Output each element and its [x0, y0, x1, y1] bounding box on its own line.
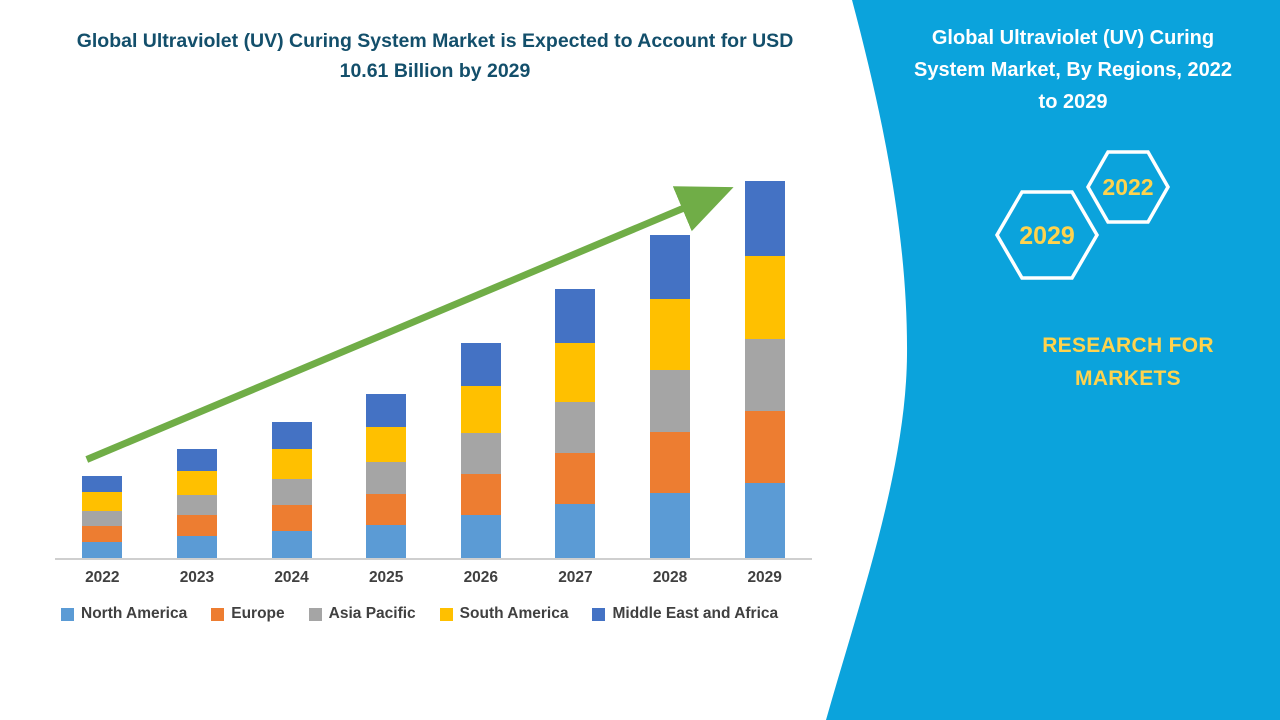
- legend-item-europe: Europe: [211, 605, 285, 623]
- legend-swatch-middle-east-and-africa: [592, 607, 606, 621]
- bar-column-2022: [55, 170, 150, 558]
- segment-2029-middle-east-and-africa: [744, 181, 785, 257]
- segment-2022-europe: [82, 526, 123, 542]
- segment-2023-europe: [176, 515, 217, 536]
- segment-2022-south-america: [82, 492, 123, 511]
- segment-2022-asia-pacific: [82, 510, 123, 527]
- legend-swatch-asia-pacific: [308, 607, 322, 621]
- x-label-2025: 2025: [368, 569, 404, 586]
- segment-2023-north-america: [176, 536, 217, 558]
- hexagon-2022-label: 2022: [1102, 174, 1153, 200]
- legend-label-middle-east-and-africa: Middle East and Africa: [612, 605, 779, 622]
- segment-2025-north-america: [366, 525, 407, 558]
- segment-2024-asia-pacific: [271, 478, 312, 505]
- stacked-bar-chart: 2022 2023 2024 2025 2026 2027 2028 2029 North A…: [55, 170, 812, 623]
- legend-swatch-north-america: [61, 607, 74, 621]
- legend-item-north-america: North America: [61, 605, 187, 623]
- legend-item-middle-east-and-africa: Middle East and Africa: [592, 605, 778, 623]
- x-label-2027: 2027: [558, 569, 593, 586]
- x-label-2029: 2029: [747, 569, 782, 586]
- segment-2023-asia-pacific: [176, 494, 217, 516]
- segment-2022-north-america: [82, 541, 123, 558]
- x-label-2023: 2023: [179, 569, 215, 586]
- segment-2024-europe: [271, 504, 312, 531]
- legend: North America Europe Asia Pacific South Ame…: [55, 605, 812, 623]
- legend-label-north-america: North America: [81, 605, 188, 622]
- segment-2029-south-america: [744, 256, 785, 340]
- segment-2022-middle-east-and-africa: [82, 476, 123, 493]
- segment-2029-europe: [744, 410, 785, 483]
- segment-2026-north-america: [460, 514, 501, 558]
- segment-2026-europe: [460, 473, 501, 515]
- hexagon-2022-icon: [1085, 150, 1171, 224]
- bar-column-2029: [717, 170, 812, 558]
- bar-2029: [744, 181, 785, 558]
- x-axis-labels: 2022 2023 2024 2025 2026 2027 2028 2029: [55, 569, 812, 587]
- segment-2025-asia-pacific: [366, 462, 407, 494]
- panel-shape: [826, 0, 1280, 720]
- segment-2028-north-america: [650, 493, 691, 558]
- segment-2029-north-america: [744, 482, 785, 558]
- legend-label-europe: Europe: [231, 605, 285, 622]
- x-label-2026: 2026: [463, 569, 499, 586]
- segment-2024-north-america: [271, 530, 312, 558]
- legend-swatch-europe: [211, 607, 225, 621]
- segment-2025-europe: [366, 493, 407, 525]
- panel-heading: Global Ultraviolet (UV) Curing System Ma…: [914, 27, 1232, 113]
- legend-label-south-america: South America: [459, 605, 569, 622]
- hexagon-2029-icon: [994, 190, 1100, 280]
- hexagon-2029-label: 2029: [1019, 222, 1075, 250]
- legend-swatch-south-america: [439, 607, 453, 621]
- segment-2029-asia-pacific: [744, 339, 785, 411]
- x-label-2022: 2022: [85, 569, 120, 586]
- x-label-2024: 2024: [274, 569, 309, 586]
- chart-title: Global Ultraviolet (UV) Curing System Ma…: [76, 30, 794, 83]
- bar-2022: [82, 476, 123, 558]
- x-label-2028: 2028: [652, 569, 688, 586]
- segment-2027-north-america: [555, 504, 596, 558]
- brand-text: RESEARCH FOR MARKETS: [1042, 334, 1214, 390]
- segment-2023-south-america: [176, 470, 217, 495]
- legend-item-south-america: South America: [439, 605, 569, 623]
- legend-label-asia-pacific: Asia Pacific: [328, 605, 416, 622]
- legend-item-asia-pacific: Asia Pacific: [308, 605, 416, 623]
